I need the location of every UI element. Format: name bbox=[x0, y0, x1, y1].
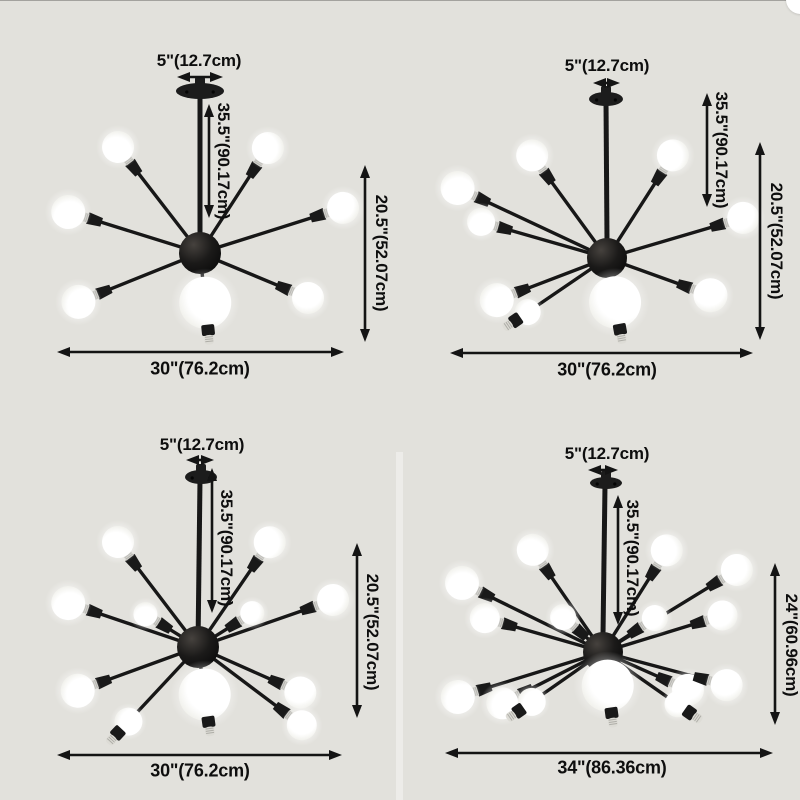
fixture-height-label: 20.5"(52.07cm) bbox=[372, 194, 391, 312]
chandelier-drawing bbox=[44, 455, 362, 760]
chandelier-drawing bbox=[434, 465, 780, 758]
panel-chandelier-12-light: 5"(12.7cm) 35.5"(90.17cm) 20.5"(52.07cm)… bbox=[0, 400, 400, 800]
canopy-width-label: 5"(12.7cm) bbox=[564, 444, 650, 463]
fixture-width-label: 30"(76.2cm) bbox=[557, 359, 657, 380]
panel-chandelier-10-light: 5"(12.7cm) 35.5"(90.17cm) 20.5"(52.07cm)… bbox=[400, 0, 800, 400]
rod-length-label: 35.5"(90.17cm) bbox=[623, 499, 642, 617]
fixture-height-label: 24"(60.96cm) bbox=[782, 593, 800, 697]
chandelier-drawing bbox=[434, 78, 766, 358]
fixture-height-label: 20.5"(52.07cm) bbox=[363, 573, 382, 691]
image-top-border bbox=[0, 0, 800, 1]
panel-chandelier-8-light: 5"(12.7cm) 35.5"(90.17cm) 20.5"(52.07cm)… bbox=[0, 0, 400, 400]
rod-length-label: 35.5"(90.17cm) bbox=[712, 91, 731, 209]
rod-length-label: 35.5"(90.17cm) bbox=[214, 102, 233, 220]
fixture-height-label: 20.5"(52.07cm) bbox=[767, 182, 786, 300]
panel-chandelier-16-light: 5"(12.7cm) 35.5"(90.17cm) 24"(60.96cm) 3… bbox=[400, 400, 800, 800]
rod-length-label: 35.5"(90.17cm) bbox=[217, 489, 236, 607]
fixture-width-label: 30"(76.2cm) bbox=[150, 760, 250, 781]
canopy-width-label: 5"(12.7cm) bbox=[156, 51, 242, 70]
canopy-width-label: 5"(12.7cm) bbox=[159, 435, 245, 454]
fixture-width-label: 34"(86.36cm) bbox=[557, 757, 667, 778]
chandelier-drawing bbox=[44, 72, 370, 357]
photo-seam bbox=[396, 452, 403, 800]
canopy-width-label: 5"(12.7cm) bbox=[564, 56, 650, 75]
fixture-width-label: 30"(76.2cm) bbox=[150, 358, 250, 379]
